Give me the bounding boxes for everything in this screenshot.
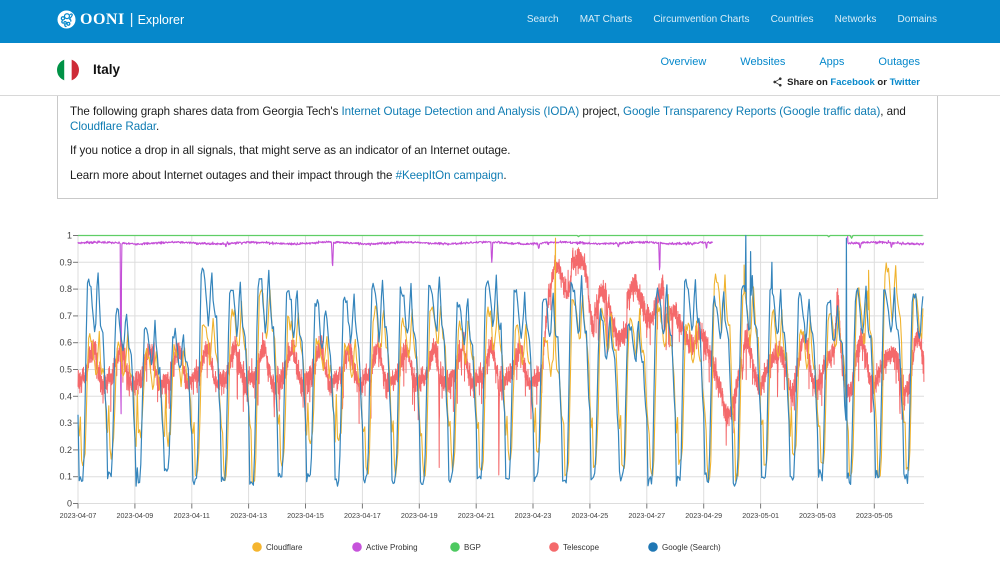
svg-text:2023-04-27: 2023-04-27	[628, 511, 665, 520]
svg-text:2023-05-03: 2023-05-03	[799, 511, 836, 520]
svg-text:2023-05-01: 2023-05-01	[742, 511, 779, 520]
svg-text:0.5: 0.5	[59, 365, 72, 375]
svg-text:2023-04-21: 2023-04-21	[458, 511, 495, 520]
svg-text:0.9: 0.9	[59, 257, 72, 267]
svg-text:2023-04-19: 2023-04-19	[401, 511, 438, 520]
svg-text:Active Probing: Active Probing	[366, 543, 418, 552]
svg-text:Cloudflare: Cloudflare	[266, 543, 303, 552]
svg-text:2023-04-17: 2023-04-17	[344, 511, 381, 520]
svg-text:0.6: 0.6	[59, 338, 72, 348]
svg-text:2023-04-13: 2023-04-13	[230, 511, 267, 520]
svg-text:Google (Search): Google (Search)	[662, 543, 721, 552]
svg-text:2023-04-29: 2023-04-29	[685, 511, 722, 520]
svg-text:2023-04-11: 2023-04-11	[174, 511, 210, 520]
svg-text:0.3: 0.3	[59, 418, 72, 428]
svg-text:2023-04-15: 2023-04-15	[287, 511, 324, 520]
svg-text:2023-05-05: 2023-05-05	[856, 511, 893, 520]
svg-text:2023-04-07: 2023-04-07	[60, 511, 97, 520]
svg-text:0.7: 0.7	[59, 311, 72, 321]
svg-text:0.2: 0.2	[59, 445, 72, 455]
svg-text:2023-04-23: 2023-04-23	[515, 511, 552, 520]
svg-text:0.8: 0.8	[59, 284, 72, 294]
svg-text:0: 0	[67, 499, 72, 509]
svg-text:2023-04-25: 2023-04-25	[572, 511, 609, 520]
svg-text:2023-04-09: 2023-04-09	[117, 511, 154, 520]
svg-text:0.4: 0.4	[59, 391, 72, 401]
svg-text:0.1: 0.1	[59, 472, 72, 482]
svg-text:BGP: BGP	[464, 543, 481, 552]
svg-text:Telescope: Telescope	[563, 543, 600, 552]
svg-text:1: 1	[67, 231, 72, 241]
